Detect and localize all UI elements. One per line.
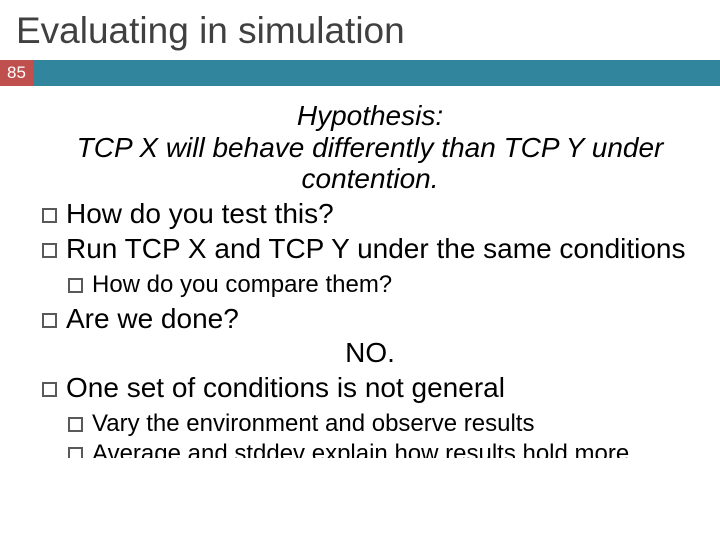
- sub-bullet-list-2: Vary the environment and observe results…: [68, 410, 700, 459]
- bullet-list-2: Are we done?: [40, 302, 700, 335]
- sub-bullet-list-1: How do you compare them?: [68, 271, 700, 300]
- hypothesis-label: Hypothesis:: [40, 100, 700, 132]
- slide: Evaluating in simulation 85 Hypothesis: …: [0, 0, 720, 540]
- bullet-item: Are we done?: [40, 302, 700, 335]
- bullet-item: One set of conditions is not general: [40, 371, 700, 404]
- sub-bullet-item: How do you compare them?: [68, 271, 700, 300]
- header-bar: 85: [0, 60, 720, 86]
- bullet-list-1: How do you test this? Run TCP X and TCP …: [40, 197, 700, 265]
- slide-title: Evaluating in simulation: [0, 0, 720, 60]
- header-bar-fill: [33, 60, 720, 86]
- sub-bullet-item: Vary the environment and observe results: [68, 410, 700, 439]
- bullet-item: How do you test this?: [40, 197, 700, 230]
- bullet-list-3: One set of conditions is not general: [40, 371, 700, 404]
- slide-number-badge: 85: [0, 60, 33, 86]
- no-text: NO.: [40, 337, 700, 369]
- slide-content: Hypothesis: TCP X will behave differentl…: [0, 86, 720, 458]
- cutoff-region: One set of conditions is not general Var…: [40, 371, 700, 459]
- sub-bullet-item: Average and stddev explain how results h…: [68, 440, 700, 458]
- bullet-item: Run TCP X and TCP Y under the same condi…: [40, 232, 700, 265]
- hypothesis-text: TCP X will behave differently than TCP Y…: [40, 132, 700, 195]
